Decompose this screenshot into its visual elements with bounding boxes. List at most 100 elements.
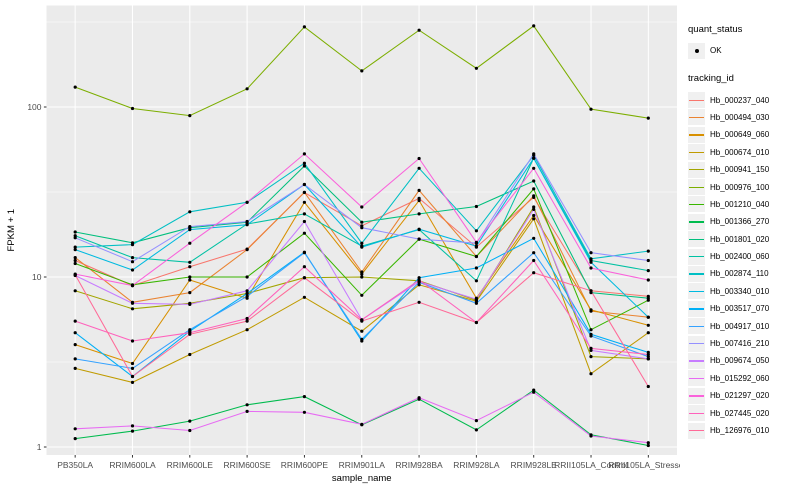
data-point: [589, 251, 593, 255]
line-swatch-icon: [688, 370, 705, 387]
plot-canvas: 1 10 100 PB350LA RRIM600LA RRIM600LE RRIM600SE…: [6, 5, 680, 484]
data-point: [245, 223, 249, 227]
legend-item-label: Hb_000494_030: [710, 112, 770, 122]
x-tick-label: PB350LA: [57, 460, 93, 470]
legend-item-ok: OK: [688, 42, 798, 59]
legend-item-Hb_000976_100: Hb_000976_100: [688, 178, 798, 196]
legend-item-Hb_015292_060: Hb_015292_060: [688, 370, 798, 387]
data-point: [646, 352, 650, 357]
data-point: [474, 240, 478, 244]
data-point: [73, 343, 77, 347]
data-point: [302, 164, 306, 168]
line-swatch-icon: [688, 248, 705, 265]
data-point: [417, 198, 421, 203]
line-swatch-icon: [688, 109, 705, 126]
data-point: [130, 424, 135, 428]
legend-item-Hb_000494_030: Hb_000494_030: [688, 109, 798, 126]
data-point: [646, 331, 650, 335]
legend-item-label: Hb_002874_110: [710, 269, 769, 279]
legend-item-label: Hb_004917_010: [710, 321, 770, 331]
data-point: [532, 194, 536, 198]
data-point: [302, 295, 306, 299]
data-point: [589, 434, 593, 438]
line-swatch-icon: [688, 422, 705, 439]
data-point: [417, 237, 421, 241]
legend-item-Hb_002874_110: Hb_002874_110: [688, 265, 798, 282]
data-point: [245, 200, 249, 204]
legend-item-Hb_004917_010: Hb_004917_010: [688, 317, 798, 335]
legend-item-label: Hb_000674_010: [710, 147, 770, 157]
line-swatch-icon: [688, 231, 705, 248]
data-point: [589, 372, 593, 376]
data-point: [302, 231, 306, 235]
data-point: [417, 276, 421, 280]
data-point: [360, 422, 364, 426]
data-point: [417, 156, 421, 161]
data-point: [417, 283, 421, 287]
line-swatch-icon: [688, 283, 705, 300]
y-tick-label: 10: [32, 272, 42, 282]
data-point: [302, 219, 306, 224]
data-point: [474, 419, 478, 423]
data-point: [532, 271, 536, 275]
data-point: [532, 205, 536, 209]
data-point: [245, 409, 249, 413]
data-point: [417, 28, 421, 32]
line-swatch-icon: [688, 387, 705, 404]
data-point: [474, 320, 478, 325]
data-point: [130, 106, 135, 111]
data-point: [302, 190, 306, 194]
legend-item-Hb_003340_010: Hb_003340_010: [688, 283, 798, 300]
x-tick-label: RRIM928LA: [453, 460, 500, 470]
x-tick-label: RRIM928BA: [395, 460, 443, 470]
data-point: [73, 366, 77, 370]
data-point: [245, 294, 249, 298]
x-axis-title: sample_name: [332, 473, 392, 484]
legend-item-Hb_000941_150: Hb_000941_150: [688, 161, 798, 178]
data-point: [188, 278, 192, 282]
legend-item-Hb_000649_060: Hb_000649_060: [688, 126, 798, 143]
data-point: [474, 297, 478, 301]
x-tick-label: RRIM928LE: [511, 460, 558, 470]
data-point: [646, 116, 650, 120]
legend-item-label: Hb_021297_020: [710, 391, 770, 401]
data-point: [188, 332, 192, 336]
line-swatch-icon: [688, 335, 705, 352]
data-point: [589, 289, 593, 293]
data-point: [73, 230, 77, 234]
line-swatch-icon: [688, 196, 705, 213]
legend-item-label: Hb_000649_060: [710, 130, 770, 140]
legend-item-label: Hb_003517_070: [710, 304, 770, 314]
legend-item-Hb_021297_020: Hb_021297_020: [688, 387, 798, 404]
data-point: [360, 226, 364, 230]
data-point: [130, 380, 135, 384]
data-point: [417, 227, 421, 231]
legend-item-label: Hb_001801_020: [710, 234, 770, 244]
data-point: [73, 256, 77, 260]
legend-item-Hb_001366_270: Hb_001366_270: [688, 213, 798, 230]
data-point: [646, 357, 650, 361]
data-point: [589, 355, 593, 359]
legend-item-label: Hb_009674_050: [710, 356, 770, 366]
data-point: [532, 156, 536, 160]
data-point: [417, 278, 421, 282]
data-point: [73, 357, 77, 361]
data-point: [589, 334, 593, 338]
data-point: [130, 339, 135, 343]
data-point: [646, 443, 650, 448]
data-point: [130, 284, 135, 288]
data-point: [188, 241, 192, 245]
data-point: [532, 258, 536, 263]
data-point: [532, 24, 536, 28]
data-point: [302, 212, 306, 216]
legend-item-Hb_009674_050: Hb_009674_050: [688, 352, 798, 369]
data-point: [646, 269, 650, 273]
legend-item-Hb_126976_010: Hb_126976_010: [688, 422, 798, 439]
data-point: [245, 291, 249, 296]
data-point: [646, 249, 650, 253]
data-point: [245, 328, 249, 332]
data-point: [130, 243, 135, 247]
data-point: [589, 257, 593, 261]
data-point: [532, 390, 536, 394]
